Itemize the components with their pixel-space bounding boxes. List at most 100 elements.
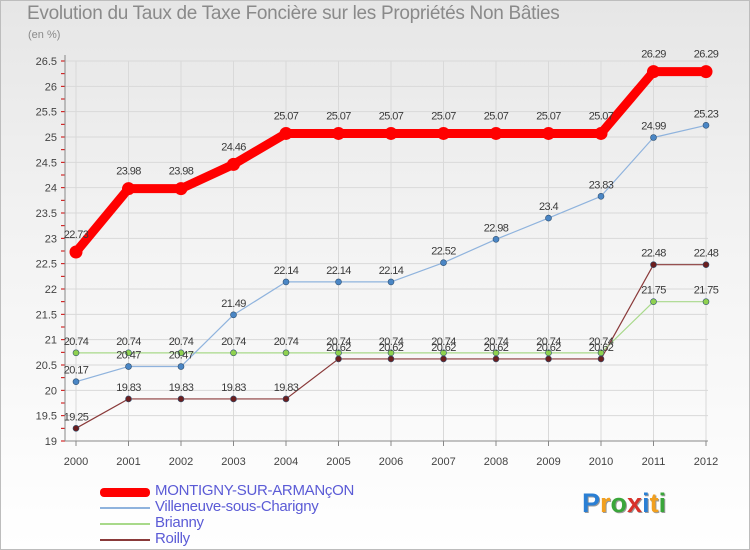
data-label: 21.75 bbox=[641, 285, 666, 297]
data-point bbox=[125, 395, 132, 403]
logo-letter: t bbox=[649, 488, 659, 518]
legend-swatch bbox=[100, 523, 150, 525]
data-point bbox=[230, 311, 237, 319]
data-point bbox=[177, 395, 185, 403]
legend-label: Brianny bbox=[155, 514, 204, 531]
data-label: 22.73 bbox=[64, 229, 89, 241]
x-tick-label: 2008 bbox=[484, 456, 508, 468]
y-tick-label: 24.5 bbox=[36, 157, 57, 169]
data-point bbox=[702, 261, 710, 268]
data-label: 22.48 bbox=[641, 248, 666, 260]
data-point bbox=[699, 65, 713, 79]
data-point bbox=[230, 395, 237, 403]
data-point bbox=[440, 355, 447, 363]
data-point bbox=[69, 245, 83, 259]
data-point bbox=[279, 126, 293, 140]
data-label: 21.49 bbox=[221, 298, 246, 310]
data-label: 22.48 bbox=[694, 248, 719, 260]
legend-item: MONTIGNY-SUR-ARMANçON bbox=[100, 482, 500, 500]
data-point bbox=[125, 349, 132, 357]
y-tick-label: 21 bbox=[45, 335, 57, 347]
data-label: 20.74 bbox=[326, 336, 351, 348]
data-point bbox=[227, 157, 240, 171]
y-tick-label: 22 bbox=[45, 284, 57, 296]
data-label: 20.62 bbox=[431, 342, 456, 354]
data-point bbox=[440, 349, 447, 357]
data-point bbox=[545, 214, 552, 222]
data-label: 20.62 bbox=[536, 342, 561, 354]
legend-item: Brianny bbox=[100, 514, 500, 532]
y-tick-label: 21.5 bbox=[36, 309, 57, 321]
data-point bbox=[440, 259, 447, 266]
data-point bbox=[597, 192, 605, 200]
data-label: 21.75 bbox=[694, 285, 719, 297]
x-tick-label: 2009 bbox=[536, 456, 560, 468]
data-label: 20.62 bbox=[589, 342, 614, 354]
data-point bbox=[597, 349, 605, 357]
data-label: 20.17 bbox=[64, 365, 89, 377]
data-point bbox=[335, 355, 342, 363]
logo-letter: o bbox=[610, 488, 628, 518]
data-point bbox=[72, 425, 80, 432]
data-label: 20.74 bbox=[116, 336, 141, 348]
y-tick-label: 26.5 bbox=[36, 56, 57, 68]
data-label: 23.83 bbox=[589, 179, 614, 191]
data-label: 19.83 bbox=[169, 382, 194, 394]
data-label: 26.29 bbox=[641, 49, 666, 61]
data-label: 22.14 bbox=[379, 265, 404, 277]
data-label: 23.98 bbox=[116, 166, 141, 178]
data-label: 20.74 bbox=[169, 336, 194, 348]
legend-label: Villeneuve-sous-Charigny bbox=[155, 498, 319, 515]
data-label: 20.74 bbox=[221, 336, 246, 348]
data-point bbox=[282, 278, 290, 286]
data-label: 20.74 bbox=[64, 336, 89, 348]
data-label: 22.52 bbox=[431, 246, 456, 258]
data-point bbox=[387, 355, 395, 363]
x-tick-label: 2007 bbox=[431, 456, 455, 468]
data-point bbox=[387, 278, 395, 286]
data-point bbox=[647, 65, 660, 79]
data-label: 20.74 bbox=[484, 336, 509, 348]
data-point bbox=[332, 126, 345, 140]
data-label: 19.83 bbox=[221, 382, 246, 394]
x-tick-label: 2003 bbox=[221, 456, 245, 468]
y-tick-label: 22.5 bbox=[36, 259, 57, 271]
data-label: 20.47 bbox=[169, 350, 194, 362]
data-label: 25.07 bbox=[484, 110, 509, 122]
data-point bbox=[492, 355, 500, 363]
data-point bbox=[545, 355, 552, 363]
data-point bbox=[335, 278, 342, 286]
data-label: 25.07 bbox=[536, 110, 561, 122]
legend-label: Roilly bbox=[155, 530, 190, 547]
data-label: 25.07 bbox=[379, 110, 404, 122]
data-label: 20.74 bbox=[589, 336, 614, 348]
data-point bbox=[122, 182, 135, 196]
data-point bbox=[702, 122, 710, 129]
x-tick-label: 2002 bbox=[169, 456, 193, 468]
y-tick-label: 25 bbox=[45, 132, 57, 144]
logo-letter: i bbox=[658, 488, 667, 518]
data-point bbox=[174, 182, 188, 196]
data-label: 25.07 bbox=[326, 110, 351, 122]
data-label: 22.14 bbox=[326, 265, 351, 277]
data-point bbox=[489, 126, 503, 140]
data-label: 25.07 bbox=[431, 110, 456, 122]
data-label: 22.98 bbox=[484, 222, 509, 234]
data-point bbox=[125, 363, 132, 370]
proxiti-logo: Proxiti bbox=[582, 488, 666, 519]
data-label: 19.83 bbox=[274, 382, 299, 394]
y-tick-label: 23 bbox=[45, 233, 57, 245]
data-point bbox=[72, 349, 80, 357]
data-point bbox=[72, 378, 80, 386]
x-tick-label: 2005 bbox=[326, 456, 350, 468]
x-tick-label: 2000 bbox=[64, 456, 88, 468]
data-label: 19.83 bbox=[116, 382, 141, 394]
data-label: 20.74 bbox=[274, 336, 299, 348]
logo-letter: P bbox=[582, 488, 601, 518]
legend-swatch bbox=[100, 487, 150, 497]
data-label: 25.07 bbox=[589, 110, 614, 122]
data-point bbox=[384, 126, 398, 140]
y-tick-label: 23.5 bbox=[36, 208, 57, 220]
chart-title: Evolution du Taux de Taxe Foncière sur l… bbox=[27, 3, 560, 24]
data-point bbox=[650, 261, 657, 268]
